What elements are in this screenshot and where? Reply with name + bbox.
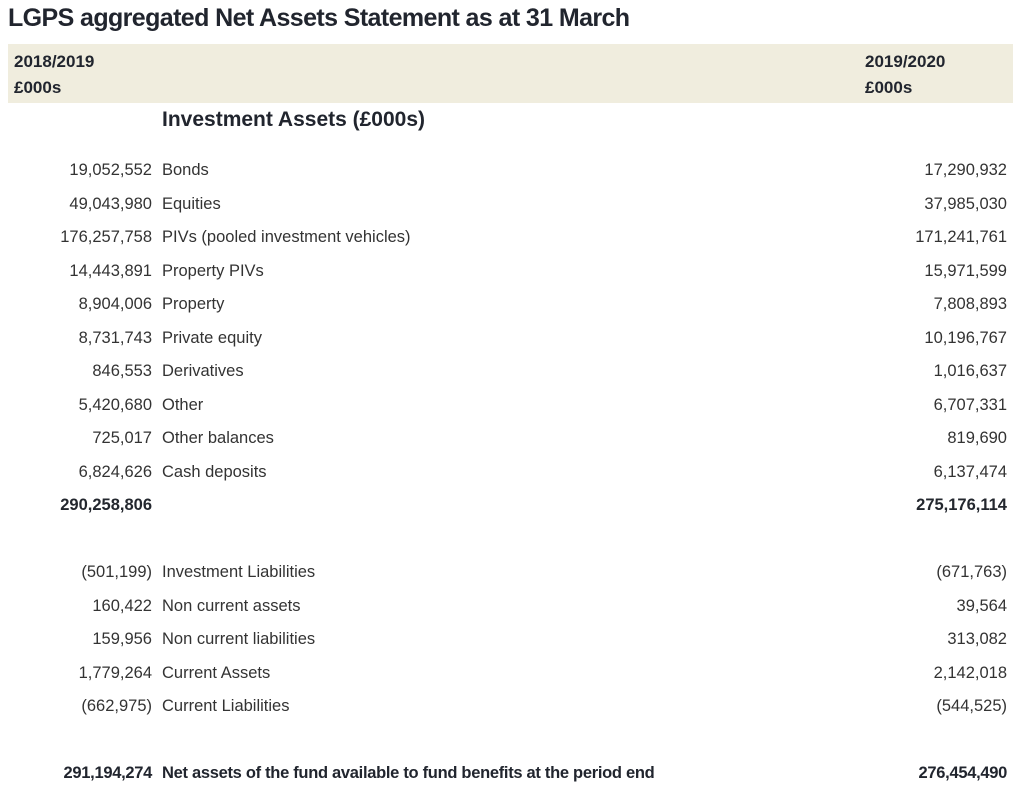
- spacer-row: [0, 523, 1024, 557]
- row-label: Property PIVs: [162, 261, 264, 280]
- table-row-net-assets: 291,194,274 Net assets of the fund avail…: [0, 757, 1024, 790]
- period-header-band: 2018/2019 £000s 2019/2020 £000s: [8, 44, 1013, 103]
- value-2019-20: 6,137,474: [933, 462, 1007, 481]
- row-label: Current Assets: [162, 663, 271, 682]
- table-row-property-pivs: 14,443,891 Property PIVs 15,971,599: [0, 255, 1024, 289]
- value-2019-20: 2,142,018: [933, 663, 1007, 682]
- value-2018-19: 1,779,264: [78, 663, 152, 682]
- row-label: PIVs (pooled investment vehicles): [162, 228, 411, 247]
- table-row-pivs: 176,257,758 PIVs (pooled investment vehi…: [0, 221, 1024, 255]
- value-2018-19: 8,731,743: [78, 328, 152, 347]
- value-2018-19: 6,824,626: [78, 462, 152, 481]
- value-2018-19: 8,904,006: [78, 295, 152, 314]
- table-row-cash-deposits: 6,824,626 Cash deposits 6,137,474: [0, 456, 1024, 490]
- total-value-2019-20: 275,176,114: [916, 496, 1007, 515]
- table-row-other: 5,420,680 Other 6,707,331: [0, 389, 1024, 423]
- value-2019-20: 15,971,599: [924, 261, 1007, 280]
- row-label: Cash deposits: [162, 462, 267, 481]
- net-assets-value-2018-19: 291,194,274: [63, 764, 153, 783]
- row-label: Other: [162, 395, 204, 414]
- value-2019-20: (544,525): [936, 697, 1007, 716]
- value-2019-20: 10,196,767: [924, 328, 1007, 347]
- table-row-derivatives: 846,553 Derivatives 1,016,637: [0, 355, 1024, 389]
- value-2018-19: (662,975): [81, 697, 152, 716]
- table-row-bonds: 19,052,552 Bonds 17,290,932: [0, 154, 1024, 188]
- row-label: Bonds: [162, 161, 209, 180]
- row-label: Property: [162, 295, 225, 314]
- row-label: Current Liabilities: [162, 697, 290, 716]
- period-header-right: 2019/2020 £000s: [865, 49, 945, 101]
- section-heading-investment-assets: Investment Assets (£000s): [162, 108, 426, 131]
- table-row-non-current-liabilities: 159,956 Non current liabilities 313,082: [0, 623, 1024, 657]
- period-header-left: 2018/2019 £000s: [14, 49, 94, 101]
- value-2019-20: 1,016,637: [933, 362, 1007, 381]
- row-label: Other balances: [162, 429, 274, 448]
- value-2018-19: 19,052,552: [69, 161, 152, 180]
- row-label: Non current assets: [162, 596, 301, 615]
- left-year-header: 2018/2019: [14, 52, 95, 71]
- right-unit-header: £000s: [865, 78, 913, 97]
- table-row-current-liabilities: (662,975) Current Liabilities (544,525): [0, 690, 1024, 724]
- table-row-investment-liabilities: (501,199) Investment Liabilities (671,76…: [0, 556, 1024, 590]
- table-row-other-balances: 725,017 Other balances 819,690: [0, 422, 1024, 456]
- table-row-current-assets: 1,779,264 Current Assets 2,142,018: [0, 657, 1024, 691]
- value-2018-19: 160,422: [92, 596, 152, 615]
- value-2018-19: 14,443,891: [69, 261, 152, 280]
- right-year-header: 2019/2020: [865, 52, 946, 71]
- table-row-investment-assets-total: 290,258,806 275,176,114: [0, 489, 1024, 523]
- value-2018-19: 159,956: [92, 630, 152, 649]
- row-label: Derivatives: [162, 362, 244, 381]
- total-value-2018-19: 290,258,806: [60, 496, 152, 515]
- table-row-property: 8,904,006 Property 7,808,893: [0, 288, 1024, 322]
- table-row-equities: 49,043,980 Equities 37,985,030: [0, 188, 1024, 222]
- value-2019-20: 7,808,893: [933, 295, 1007, 314]
- left-unit-header: £000s: [14, 78, 62, 97]
- value-2019-20: 17,290,932: [924, 161, 1007, 180]
- value-2018-19: 846,553: [92, 362, 152, 381]
- spacer-row: [0, 724, 1024, 758]
- value-2019-20: (671,763): [936, 563, 1007, 582]
- statement-rows: 19,052,552 Bonds 17,290,932 49,043,980 E…: [0, 154, 1024, 790]
- row-label: Investment Liabilities: [162, 563, 316, 582]
- value-2019-20: 819,690: [947, 429, 1007, 448]
- row-label: Private equity: [162, 328, 262, 347]
- value-2019-20: 37,985,030: [924, 194, 1007, 213]
- row-label: Non current liabilities: [162, 630, 316, 649]
- value-2019-20: 313,082: [947, 630, 1007, 649]
- net-assets-label: Net assets of the fund available to fund…: [162, 764, 655, 783]
- row-label: Equities: [162, 194, 221, 213]
- value-2018-19: (501,199): [81, 563, 152, 582]
- value-2018-19: 49,043,980: [69, 194, 152, 213]
- value-2019-20: 6,707,331: [933, 395, 1007, 414]
- table-row-private-equity: 8,731,743 Private equity 10,196,767: [0, 322, 1024, 356]
- value-2018-19: 725,017: [92, 429, 152, 448]
- value-2019-20: 39,564: [956, 596, 1007, 615]
- value-2018-19: 176,257,758: [60, 228, 152, 247]
- page-title: LGPS aggregated Net Assets Statement as …: [8, 4, 630, 32]
- table-row-non-current-assets: 160,422 Non current assets 39,564: [0, 590, 1024, 624]
- net-assets-value-2019-20: 276,454,490: [918, 764, 1008, 783]
- value-2018-19: 5,420,680: [78, 395, 152, 414]
- value-2019-20: 171,241,761: [915, 228, 1007, 247]
